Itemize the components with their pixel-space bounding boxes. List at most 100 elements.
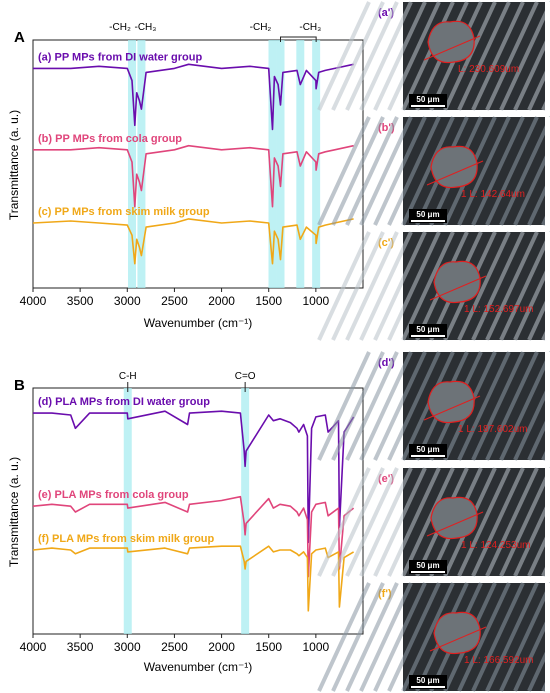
fiber-texture bbox=[527, 640, 550, 692]
scale-bar-background bbox=[409, 94, 447, 108]
measurement-text: 1 L: 124.253um bbox=[461, 540, 531, 551]
panel-a-label: A bbox=[14, 29, 25, 46]
series-line bbox=[33, 410, 355, 544]
fiber-texture bbox=[345, 231, 399, 341]
fiber-texture bbox=[373, 582, 427, 692]
fiber-texture bbox=[401, 231, 455, 341]
fiber-texture bbox=[373, 1, 427, 111]
band-annotation: -CH₃ bbox=[134, 22, 156, 33]
fiber-texture bbox=[373, 351, 427, 461]
band-annotation: C=O bbox=[235, 371, 256, 382]
panel-a-annotations: -CH₂ -CH₃ -CH₂ -CH₃ bbox=[109, 22, 321, 42]
x-tick-label: 3500 bbox=[67, 294, 94, 308]
fiber-texture bbox=[317, 467, 371, 577]
fiber-texture bbox=[345, 467, 399, 577]
fiber-texture bbox=[359, 351, 413, 461]
highlight-band bbox=[123, 388, 132, 634]
fiber-texture bbox=[471, 231, 525, 341]
panel-b-series bbox=[32, 410, 355, 612]
scale-bar-background bbox=[409, 444, 447, 458]
fiber-texture bbox=[471, 1, 525, 111]
fiber-texture bbox=[457, 1, 511, 111]
microplastic-particle bbox=[427, 20, 475, 64]
panel-b-legend: (d) PLA MPs from DI water group (e) PLA M… bbox=[38, 396, 215, 545]
fiber-texture bbox=[527, 409, 550, 461]
series-line bbox=[33, 144, 354, 208]
x-tick-label: 1000 bbox=[303, 294, 330, 308]
fiber-texture bbox=[485, 1, 539, 111]
measurement-text: 1 L: 166.592um bbox=[464, 655, 534, 666]
series-label: (b) PP MPs from cola group bbox=[38, 133, 182, 145]
fiber-texture bbox=[359, 116, 413, 226]
fiber-texture bbox=[401, 116, 455, 226]
fiber-texture bbox=[387, 351, 441, 461]
panel-b-label: B bbox=[14, 377, 25, 394]
fiber-texture bbox=[457, 116, 511, 226]
x-tick-label: 4000 bbox=[20, 640, 47, 654]
measurement-text: 1 L: 152.697um bbox=[464, 304, 534, 315]
microplastic-particle bbox=[430, 145, 478, 189]
series-label: (c) PP MPs from skim milk group bbox=[38, 206, 210, 218]
fiber-texture bbox=[457, 467, 511, 577]
frame-mask bbox=[545, 232, 550, 340]
fiber-texture bbox=[513, 610, 550, 692]
fiber-texture bbox=[317, 231, 371, 341]
fiber-texture bbox=[499, 231, 550, 341]
fiber-texture bbox=[373, 116, 427, 226]
panel-a-x-ticks: 4000 3500 3000 2500 2000 1500 1000 bbox=[20, 288, 330, 308]
panel-a-ylabel: Transmittance (a. u.) bbox=[7, 110, 21, 220]
fiber-texture bbox=[331, 231, 385, 341]
series-line bbox=[32, 218, 354, 265]
x-tick-label: 2000 bbox=[208, 640, 235, 654]
fiber-texture bbox=[471, 116, 525, 226]
band-annotation: -CH₂ bbox=[109, 22, 131, 33]
measurement-text: 1 L: 187.602um bbox=[458, 424, 528, 435]
fiber-texture bbox=[359, 582, 413, 692]
x-tick-label: 3000 bbox=[114, 640, 141, 654]
fiber-texture bbox=[485, 467, 539, 577]
fiber-texture bbox=[387, 231, 441, 341]
fiber-texture bbox=[513, 495, 550, 577]
microplastic-particle bbox=[427, 380, 475, 424]
highlight-band bbox=[137, 40, 146, 288]
fiber-texture bbox=[513, 259, 550, 341]
fiber-texture bbox=[317, 116, 371, 226]
fiber-texture bbox=[345, 582, 399, 692]
fiber-texture bbox=[387, 467, 441, 577]
fiber-texture bbox=[457, 582, 511, 692]
fiber-texture bbox=[471, 351, 525, 461]
fiber-texture bbox=[527, 59, 550, 111]
series-line bbox=[32, 545, 355, 612]
fiber-texture bbox=[527, 289, 550, 341]
fiber-texture bbox=[471, 467, 525, 577]
highlight-band bbox=[241, 388, 250, 634]
series-label: (f) PLA MPs from skim milk group bbox=[38, 533, 215, 545]
panel-b-xlabel: Wavenumber (cm⁻¹) bbox=[144, 660, 253, 674]
panel-b-highlight-bands bbox=[123, 388, 250, 634]
scale-bar-label: 50 μm bbox=[416, 445, 439, 454]
fiber-texture bbox=[513, 29, 550, 111]
scale-bar-label: 50 μm bbox=[416, 325, 439, 334]
frame-mask bbox=[545, 583, 550, 691]
series-label: (a) PP MPs from DI water group bbox=[38, 51, 202, 63]
band-annotation: C-H bbox=[119, 371, 137, 382]
fiber-texture bbox=[499, 116, 550, 226]
fiber-texture bbox=[373, 231, 427, 341]
fiber-texture bbox=[485, 582, 539, 692]
panel-b-annotations: C-H C=O bbox=[119, 371, 256, 392]
microplastic-particle bbox=[433, 611, 481, 655]
panel-a-legend: (a) PP MPs from DI water group (b) PP MPs… bbox=[38, 51, 210, 218]
frame-mask bbox=[545, 468, 550, 576]
fiber-texture bbox=[499, 467, 550, 577]
series-line bbox=[33, 63, 354, 131]
fiber-texture bbox=[317, 1, 371, 111]
highlight-band bbox=[276, 40, 285, 288]
measurement-line bbox=[423, 395, 481, 421]
